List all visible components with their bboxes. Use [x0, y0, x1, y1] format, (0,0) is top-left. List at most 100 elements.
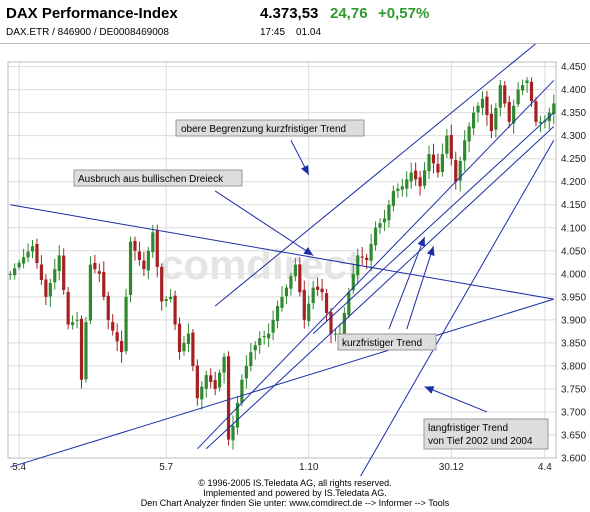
candle-body — [35, 244, 39, 264]
candle-body — [320, 288, 324, 293]
candle-body — [516, 89, 520, 105]
candle-body — [342, 312, 346, 336]
candle-body — [298, 264, 302, 293]
trend-line — [214, 44, 537, 307]
candle-body — [275, 306, 280, 321]
arrow-head — [303, 247, 314, 256]
candle-body — [57, 255, 61, 271]
candle-body — [525, 80, 529, 84]
candle-body — [494, 108, 498, 130]
x-tick-label: 1.10 — [299, 462, 319, 473]
copyright-footer: © 1996-2005 IS.Teledata AG, all rights r… — [0, 478, 590, 508]
candle-body — [289, 276, 293, 289]
candle-body — [440, 154, 444, 172]
candle-body — [422, 170, 427, 186]
y-tick-label: 4.250 — [561, 154, 586, 165]
y-tick-label: 3.750 — [561, 384, 586, 395]
candle-body — [400, 186, 404, 190]
candle-body — [30, 246, 35, 252]
candle-body — [534, 101, 538, 122]
candle-body — [13, 268, 17, 276]
candle-body — [17, 262, 21, 268]
arrow-head — [426, 246, 435, 256]
candle-body — [235, 402, 240, 428]
trend-line — [205, 126, 555, 450]
x-tick-label: 5.4 — [12, 462, 26, 473]
header-divider — [0, 43, 590, 44]
candle-body — [226, 356, 231, 440]
candle-body — [351, 273, 355, 291]
candle-body — [284, 287, 289, 297]
candle-body — [169, 296, 173, 300]
last-price: 4.373,53 — [260, 5, 319, 22]
y-tick-label: 3.950 — [561, 292, 586, 303]
candle-body — [160, 266, 164, 302]
candle-body — [449, 135, 453, 159]
candle-body — [445, 135, 449, 154]
candle-body — [489, 113, 493, 132]
candle-body — [382, 218, 387, 223]
candle-body — [191, 332, 195, 366]
candle-body — [53, 269, 57, 283]
y-tick-label: 3.600 — [561, 454, 586, 465]
candle-body — [200, 386, 204, 400]
candle-body — [503, 85, 507, 104]
candle-body — [93, 262, 97, 270]
candle-body — [173, 295, 177, 325]
candle-body — [240, 379, 244, 403]
x-tick-label: 30.12 — [439, 462, 464, 473]
candle-body — [476, 105, 480, 113]
candle-body — [209, 375, 213, 383]
y-tick-label: 3.700 — [561, 407, 586, 418]
candle-body — [311, 287, 315, 303]
candle-body — [280, 296, 284, 308]
arrow-head — [424, 386, 435, 394]
candle-body — [155, 230, 159, 267]
candle-body — [62, 255, 66, 290]
y-tick-label: 4.100 — [561, 223, 586, 234]
candle-body — [391, 190, 395, 206]
y-tick-label: 4.350 — [561, 108, 586, 119]
candle-body — [258, 338, 262, 346]
candle-body — [231, 425, 235, 441]
annotation-breakout: Ausbruch aus bullischen Dreieck — [73, 169, 243, 187]
candle-body — [88, 264, 93, 321]
trend-line — [312, 112, 555, 335]
candle-body — [8, 273, 12, 275]
candle-body — [120, 341, 124, 353]
candle-body — [373, 227, 378, 246]
candle-body — [552, 103, 556, 114]
candle-body — [324, 293, 329, 313]
plot-frame — [7, 61, 557, 459]
dax-chart: comdirect 3.600 3.650 3.700 3.750 3.800 3.850… — [7, 44, 586, 476]
candle-body — [333, 333, 338, 335]
annotation-upper-boundary: obere Begrenzung kurzfristiger Trend — [175, 119, 365, 137]
watermark: comdirect — [160, 241, 361, 288]
arrow-shaft — [406, 246, 434, 330]
y-tick-label: 4.450 — [561, 62, 586, 73]
candle-body — [271, 319, 275, 333]
footer-line-3: Den Chart Analyzer finden Sie unter: www… — [140, 498, 450, 508]
candle-body — [253, 345, 257, 351]
candle-body — [458, 161, 462, 181]
candle-body — [418, 177, 422, 187]
candle-body — [302, 289, 306, 320]
candle-body — [293, 264, 297, 277]
candle-body — [463, 140, 467, 161]
candle-body — [409, 172, 413, 182]
candle-body — [249, 352, 253, 367]
candle-body — [262, 335, 266, 338]
candle-body — [414, 170, 418, 180]
candle-body — [137, 251, 142, 260]
candle-body — [244, 365, 248, 379]
candle-body — [520, 85, 525, 91]
candle-body — [97, 271, 101, 274]
candle-body — [79, 318, 84, 380]
candle-body — [307, 303, 311, 322]
annotation-upper-boundary-text: obere Begrenzung kurzfristiger Trend — [181, 124, 346, 135]
candle-body — [378, 223, 382, 228]
arrow-shaft — [424, 386, 488, 413]
candle-body — [267, 333, 271, 339]
y-tick-label: 4.200 — [561, 177, 586, 188]
candle-body — [151, 232, 155, 253]
